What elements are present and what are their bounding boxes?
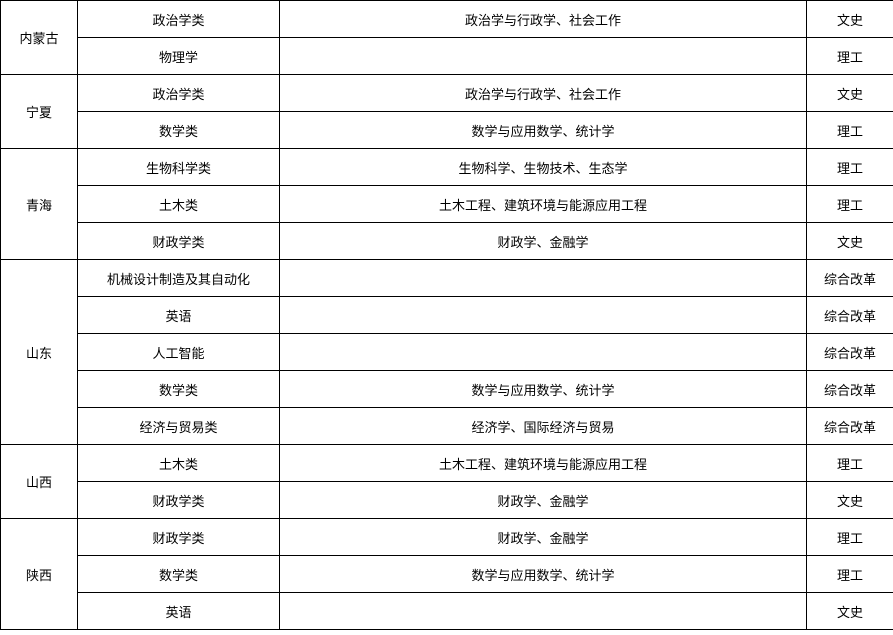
type-cell: 理工 [807, 445, 893, 482]
province-cell: 宁夏 [1, 75, 78, 149]
majors-cell: 数学与应用数学、统计学 [280, 371, 807, 408]
category-cell: 数学类 [78, 112, 280, 149]
type-cell: 文史 [807, 1, 893, 38]
table-row: 数学类数学与应用数学、统计学综合改革 [1, 371, 893, 408]
table-row: 山西土木类土木工程、建筑环境与能源应用工程理工 [1, 445, 893, 482]
table-row: 数学类数学与应用数学、统计学理工 [1, 112, 893, 149]
majors-table: 内蒙古政治学类政治学与行政学、社会工作文史物理学理工宁夏政治学类政治学与行政学、… [0, 0, 893, 630]
province-cell: 内蒙古 [1, 1, 78, 75]
majors-cell: 土木工程、建筑环境与能源应用工程 [280, 445, 807, 482]
category-cell: 物理学 [78, 38, 280, 75]
type-cell: 理工 [807, 556, 893, 593]
table-row: 土木类土木工程、建筑环境与能源应用工程理工 [1, 186, 893, 223]
table-row: 陕西财政学类财政学、金融学理工 [1, 519, 893, 556]
majors-cell [280, 593, 807, 630]
type-cell: 文史 [807, 223, 893, 260]
majors-cell: 生物科学、生物技术、生态学 [280, 149, 807, 186]
category-cell: 生物科学类 [78, 149, 280, 186]
type-cell: 理工 [807, 186, 893, 223]
category-cell: 机械设计制造及其自动化 [78, 260, 280, 297]
province-cell: 山东 [1, 260, 78, 445]
category-cell: 土木类 [78, 445, 280, 482]
table-row: 财政学类财政学、金融学文史 [1, 482, 893, 519]
type-cell: 文史 [807, 593, 893, 630]
type-cell: 综合改革 [807, 260, 893, 297]
category-cell: 政治学类 [78, 75, 280, 112]
majors-cell: 土木工程、建筑环境与能源应用工程 [280, 186, 807, 223]
category-cell: 财政学类 [78, 519, 280, 556]
type-cell: 综合改革 [807, 334, 893, 371]
majors-cell [280, 260, 807, 297]
majors-cell: 数学与应用数学、统计学 [280, 112, 807, 149]
type-cell: 理工 [807, 38, 893, 75]
table-row: 人工智能 综合改革 [1, 334, 893, 371]
province-cell: 山西 [1, 445, 78, 519]
majors-cell: 政治学与行政学、社会工作 [280, 75, 807, 112]
category-cell: 英语 [78, 593, 280, 630]
type-cell: 综合改革 [807, 371, 893, 408]
majors-cell [280, 38, 807, 75]
category-cell: 数学类 [78, 371, 280, 408]
category-cell: 数学类 [78, 556, 280, 593]
province-cell: 青海 [1, 149, 78, 260]
category-cell: 经济与贸易类 [78, 408, 280, 445]
majors-cell: 财政学、金融学 [280, 519, 807, 556]
province-cell: 陕西 [1, 519, 78, 630]
category-cell: 土木类 [78, 186, 280, 223]
table-row: 英语 综合改革 [1, 297, 893, 334]
table-body: 内蒙古政治学类政治学与行政学、社会工作文史物理学理工宁夏政治学类政治学与行政学、… [1, 1, 893, 630]
category-cell: 财政学类 [78, 482, 280, 519]
table-row: 山东机械设计制造及其自动化综合改革 [1, 260, 893, 297]
category-cell: 政治学类 [78, 1, 280, 38]
majors-cell [280, 297, 807, 334]
table-row: 财政学类财政学、金融学文史 [1, 223, 893, 260]
type-cell: 理工 [807, 149, 893, 186]
majors-cell: 财政学、金融学 [280, 223, 807, 260]
category-cell: 英语 [78, 297, 280, 334]
category-cell: 财政学类 [78, 223, 280, 260]
type-cell: 综合改革 [807, 408, 893, 445]
majors-cell: 财政学、金融学 [280, 482, 807, 519]
majors-cell: 数学与应用数学、统计学 [280, 556, 807, 593]
table-row: 数学类数学与应用数学、统计学理工 [1, 556, 893, 593]
type-cell: 文史 [807, 482, 893, 519]
category-cell: 人工智能 [78, 334, 280, 371]
table-row: 经济与贸易类经济学、国际经济与贸易综合改革 [1, 408, 893, 445]
table-row: 青海生物科学类生物科学、生物技术、生态学理工 [1, 149, 893, 186]
majors-cell: 经济学、国际经济与贸易 [280, 408, 807, 445]
table-row: 英语 文史 [1, 593, 893, 630]
majors-cell: 政治学与行政学、社会工作 [280, 1, 807, 38]
type-cell: 理工 [807, 112, 893, 149]
table-row: 宁夏政治学类政治学与行政学、社会工作文史 [1, 75, 893, 112]
type-cell: 理工 [807, 519, 893, 556]
table-row: 物理学 理工 [1, 38, 893, 75]
table-row: 内蒙古政治学类政治学与行政学、社会工作文史 [1, 1, 893, 38]
majors-cell [280, 334, 807, 371]
type-cell: 文史 [807, 75, 893, 112]
type-cell: 综合改革 [807, 297, 893, 334]
